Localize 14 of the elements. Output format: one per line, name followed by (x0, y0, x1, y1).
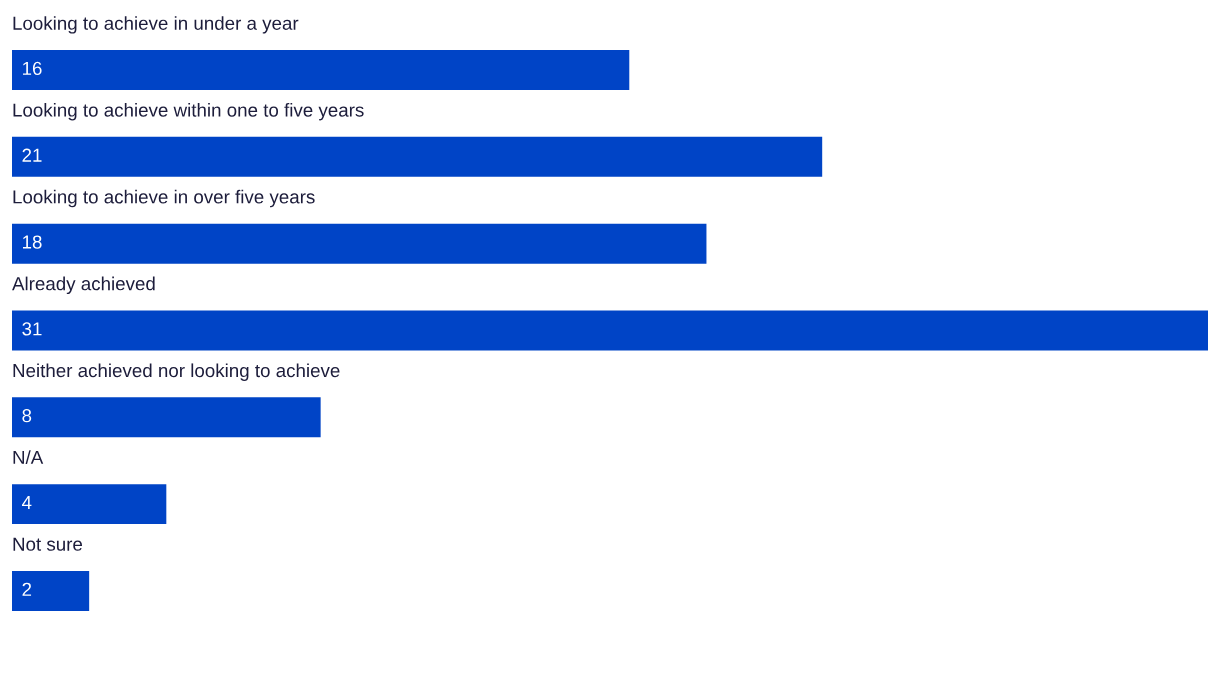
data-label: 8 (22, 409, 32, 423)
data-label: 2 (22, 582, 32, 596)
data-label: 21 (22, 148, 42, 162)
data-label: 31 (22, 322, 42, 336)
data-label: 16 (23, 61, 42, 76)
data-label: 4 (22, 496, 32, 509)
data-label: 18 (23, 235, 42, 249)
y-tick-label: Not sure (13, 537, 83, 551)
y-tick-label: N/A (13, 450, 44, 465)
y-tick-label: Looking to achieve in over five years (13, 189, 315, 208)
y-tick-label: Already achieved (12, 276, 155, 295)
y-tick-label: Looking to achieve within one to five years (13, 102, 364, 121)
y-tick-label: Neither achieved nor looking to achieve (13, 363, 340, 381)
y-tick-label: Looking to achieve in under a year (13, 16, 299, 34)
